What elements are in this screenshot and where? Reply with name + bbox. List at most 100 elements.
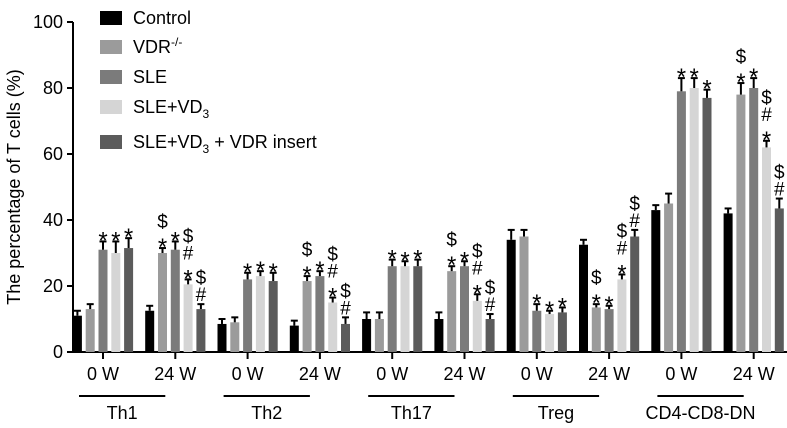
bar-Treg-0W-1 <box>519 236 529 352</box>
bar-Th2-24W-2 <box>315 276 325 352</box>
bar-Th17-0W-3 <box>400 266 410 352</box>
bar-Th2-0W-1 <box>230 322 240 352</box>
group-label: Treg <box>538 403 574 423</box>
bar-Treg-24W-0 <box>579 244 588 352</box>
bar-Treg-24W-1 <box>591 307 601 352</box>
bar-CD4-CD8-DN-24W-3 <box>762 147 771 352</box>
bar-Th17-24W-4 <box>485 319 495 352</box>
significance-mark: # <box>774 180 785 201</box>
x-tick-label: 0 W <box>87 364 119 384</box>
bar-Th17-24W-0 <box>434 319 444 352</box>
significance-mark: * <box>558 293 567 320</box>
significance-mark: $ <box>302 240 313 261</box>
x-tick-label: 24 W <box>299 364 341 384</box>
significance-mark: * <box>604 292 613 319</box>
x-tick-label: 24 W <box>588 364 630 384</box>
bar-Th17-24W-1 <box>447 271 457 352</box>
significance-mark: * <box>413 246 422 273</box>
significance-mark: * <box>702 76 711 103</box>
x-tick-label: 24 W <box>154 364 196 384</box>
significance-mark: * <box>473 280 482 307</box>
significance-mark: $ <box>617 221 628 242</box>
bar-Th17-0W-2 <box>387 266 397 352</box>
bar-Th1-24W-4 <box>196 309 206 352</box>
legend-swatch <box>100 70 122 84</box>
significance-mark: # <box>196 285 207 306</box>
significance-mark: * <box>736 69 745 96</box>
bar-CD4-CD8-DN-24W-2 <box>749 88 759 352</box>
significance-mark: * <box>460 247 469 274</box>
y-tick-label: 60 <box>43 144 63 164</box>
bar-CD4-CD8-DN-24W-1 <box>736 94 746 352</box>
bar-Th1-24W-0 <box>145 310 155 352</box>
significance-mark: * <box>256 257 265 284</box>
significance-mark: # <box>327 262 338 283</box>
bar-Th1-0W-4 <box>124 248 134 352</box>
significance-mark: $ <box>774 163 785 184</box>
significance-mark: * <box>388 246 397 273</box>
significance-mark: * <box>545 297 554 324</box>
significance-mark: * <box>690 64 699 91</box>
bar-Th17-24W-3 <box>472 300 482 352</box>
bar-Th17-24W-2 <box>460 266 469 352</box>
significance-mark: $ <box>327 245 338 266</box>
significance-mark: # <box>183 243 194 264</box>
significance-mark: # <box>761 105 772 126</box>
bar-Th2-0W-0 <box>217 323 227 352</box>
legend-label: Control <box>133 8 191 28</box>
significance-mark: * <box>111 227 120 254</box>
significance-mark: # <box>340 298 351 319</box>
bar-Treg-0W-3 <box>545 314 555 352</box>
significance-mark: # <box>629 211 640 232</box>
significance-mark: $ <box>183 226 194 247</box>
significance-mark: * <box>447 252 456 279</box>
y-tick-label: 20 <box>43 276 63 296</box>
group-label: Th1 <box>107 403 138 423</box>
bar-CD4-CD8-DN-0W-3 <box>689 88 699 352</box>
x-tick-label: 0 W <box>376 364 408 384</box>
y-tick-label: 40 <box>43 210 63 230</box>
bar-Th2-24W-0 <box>289 325 299 352</box>
significance-mark: * <box>158 234 167 261</box>
x-tick-label: 0 W <box>665 364 697 384</box>
significance-mark: $ <box>446 230 457 251</box>
significance-mark: * <box>315 257 324 284</box>
significance-mark: * <box>171 227 180 254</box>
bar-Th1-24W-3 <box>183 284 193 352</box>
bar-Treg-24W-4 <box>630 236 640 352</box>
significance-mark: * <box>400 247 409 274</box>
significance-mark: $ <box>736 47 747 68</box>
bar-Treg-0W-0 <box>506 239 516 352</box>
legend-label: SLE <box>133 67 167 87</box>
significance-mark: # <box>617 238 628 259</box>
group-label: Th17 <box>391 403 432 423</box>
significance-mark: $ <box>591 268 602 289</box>
bar-Treg-24W-3 <box>617 279 627 352</box>
significance-mark: $ <box>761 88 772 109</box>
y-tick-label: 100 <box>33 12 63 32</box>
group-label: Th2 <box>251 403 282 423</box>
bar-Th2-24W-3 <box>328 302 338 352</box>
significance-mark: $ <box>196 268 207 289</box>
bar-CD4-CD8-DN-0W-4 <box>702 97 712 353</box>
legend-swatch <box>100 100 122 114</box>
x-tick-label: 0 W <box>521 364 553 384</box>
significance-mark: * <box>617 260 626 287</box>
bar-Th1-24W-1 <box>158 253 167 352</box>
bar-CD4-CD8-DN-0W-0 <box>651 210 661 352</box>
bar-CD4-CD8-DN-24W-4 <box>774 208 784 352</box>
significance-mark: $ <box>629 194 640 215</box>
significance-mark: $ <box>157 212 168 233</box>
significance-mark: * <box>762 127 771 154</box>
bar-Treg-0W-4 <box>557 312 567 352</box>
legend-label: SLE+VD3 <box>133 97 210 121</box>
significance-mark: * <box>592 290 601 317</box>
x-tick-label: 0 W <box>232 364 264 384</box>
bar-Th2-24W-4 <box>341 323 350 352</box>
bar-Th17-0W-0 <box>362 319 372 352</box>
significance-mark: $ <box>485 278 496 299</box>
bar-Treg-24W-2 <box>604 309 614 352</box>
significance-mark: # <box>485 295 496 316</box>
significance-mark: * <box>302 262 311 289</box>
